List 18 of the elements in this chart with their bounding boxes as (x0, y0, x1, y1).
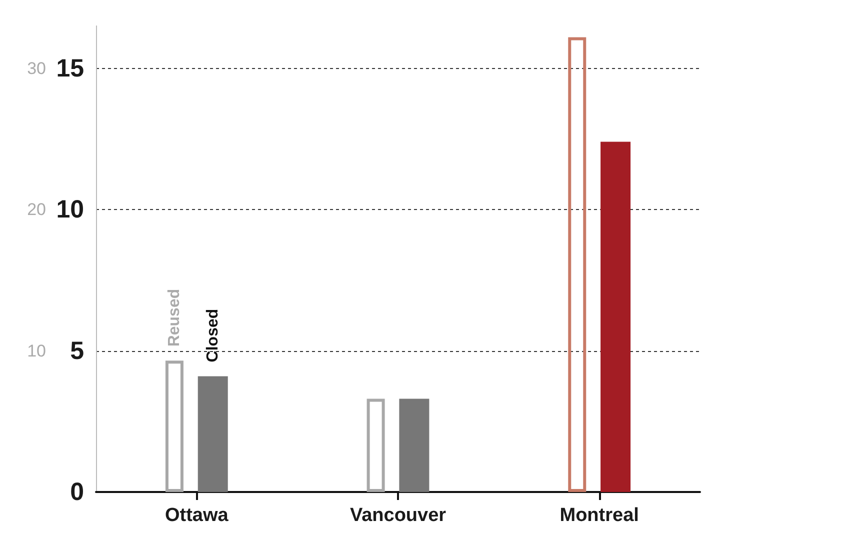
bar (600, 142, 631, 492)
x-tick-label: Montreal (560, 505, 639, 526)
bar (366, 398, 385, 492)
bar (568, 37, 586, 492)
y-tick-label: 15 (56, 54, 84, 82)
text: Reused (166, 288, 183, 347)
text: Closed (204, 308, 222, 362)
bar (399, 398, 430, 492)
y-tick-label: 10 (56, 196, 84, 224)
y2-tick-label: 20 (27, 200, 46, 220)
x-tick-label: Vancouver (350, 505, 447, 526)
y2-tick-label: 30 (27, 58, 46, 78)
x-tick-label: Ottawa (164, 505, 229, 526)
y2-tick-label: 10 (27, 341, 46, 360)
bar (198, 376, 228, 492)
y-tick-label: 5 (70, 336, 84, 365)
y-tick-label: 0 (70, 478, 84, 506)
bar (165, 360, 184, 492)
